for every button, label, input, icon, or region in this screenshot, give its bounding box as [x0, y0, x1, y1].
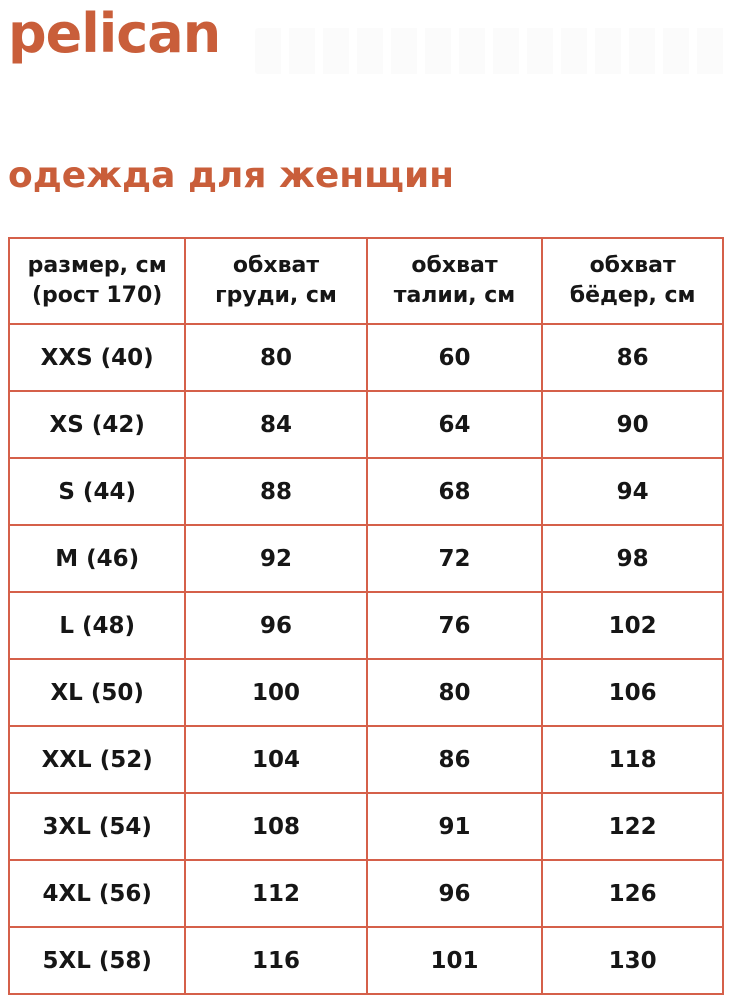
table-row: M (46) 92 72 98 — [7, 524, 724, 593]
chest-cell: 80 — [184, 323, 368, 392]
column-header-waist: обхват талии, см — [365, 237, 544, 325]
column-header-hips: обхват бёдер, см — [541, 237, 724, 325]
header-line: бёдер, см — [569, 283, 696, 308]
hips-cell: 118 — [541, 725, 724, 794]
size-cell: 3XL (54) — [7, 792, 187, 861]
waist-cell: 80 — [365, 658, 544, 727]
size-cell: XXL (52) — [7, 725, 187, 794]
hips-cell: 106 — [541, 658, 724, 727]
chest-cell: 116 — [184, 926, 368, 995]
header-line: размер, см — [27, 253, 167, 279]
waist-cell: 101 — [365, 926, 544, 995]
size-cell: S (44) — [7, 457, 187, 526]
table-row: 4XL (56) 112 96 126 — [7, 859, 724, 928]
hips-cell: 130 — [541, 926, 724, 995]
table-row: XXS (40) 80 60 86 — [7, 323, 724, 392]
size-cell: L (48) — [7, 591, 187, 660]
hips-cell: 90 — [541, 390, 724, 459]
size-table: размер, см (рост 170) обхват груди, см о… — [7, 237, 724, 995]
hips-cell: 122 — [541, 792, 724, 861]
waist-cell: 91 — [365, 792, 544, 861]
waist-cell: 96 — [365, 859, 544, 928]
header-line: обхват — [589, 253, 676, 279]
table-row: L (48) 96 76 102 — [7, 591, 724, 660]
column-header-chest: обхват груди, см — [184, 237, 368, 325]
waist-cell: 64 — [365, 390, 544, 459]
header-line: обхват — [411, 253, 498, 279]
size-chart: размер, см (рост 170) обхват груди, см о… — [7, 237, 724, 995]
chest-cell: 84 — [184, 390, 368, 459]
chest-cell: 100 — [184, 658, 368, 727]
hips-cell: 94 — [541, 457, 724, 526]
size-cell: 5XL (58) — [7, 926, 187, 995]
size-cell: 4XL (56) — [7, 859, 187, 928]
hips-cell: 98 — [541, 524, 724, 593]
size-cell: M (46) — [7, 524, 187, 593]
table-row: XL (50) 100 80 106 — [7, 658, 724, 727]
table-row: XXL (52) 104 86 118 — [7, 725, 724, 794]
header-line: груди, см — [215, 283, 337, 308]
brand-logo: pelican — [8, 2, 221, 65]
table-row: XS (42) 84 64 90 — [7, 390, 724, 459]
faint-watermark — [255, 28, 727, 74]
hips-cell: 86 — [541, 323, 724, 392]
waist-cell: 60 — [365, 323, 544, 392]
chest-cell: 104 — [184, 725, 368, 794]
size-cell: XL (50) — [7, 658, 187, 727]
size-cell: XS (42) — [7, 390, 187, 459]
header-line: обхват — [232, 253, 320, 279]
page-title: одежда для женщин — [8, 155, 455, 196]
table-row: S (44) 88 68 94 — [7, 457, 724, 526]
size-cell: XXS (40) — [7, 323, 187, 392]
chest-cell: 112 — [184, 859, 368, 928]
chest-cell: 88 — [184, 457, 368, 526]
waist-cell: 68 — [365, 457, 544, 526]
waist-cell: 86 — [365, 725, 544, 794]
chest-cell: 96 — [184, 591, 368, 660]
header-line: талии, см — [393, 283, 516, 308]
chest-cell: 92 — [184, 524, 368, 593]
table-row: 5XL (58) 116 101 130 — [7, 926, 724, 995]
hips-cell: 126 — [541, 859, 724, 928]
chest-cell: 108 — [184, 792, 368, 861]
table-row: 3XL (54) 108 91 122 — [7, 792, 724, 861]
header-row: размер, см (рост 170) обхват груди, см о… — [7, 237, 724, 325]
waist-cell: 76 — [365, 591, 544, 660]
hips-cell: 102 — [541, 591, 724, 660]
waist-cell: 72 — [365, 524, 544, 593]
column-header-size: размер, см (рост 170) — [7, 237, 187, 325]
header-line: (рост 170) — [31, 283, 163, 308]
